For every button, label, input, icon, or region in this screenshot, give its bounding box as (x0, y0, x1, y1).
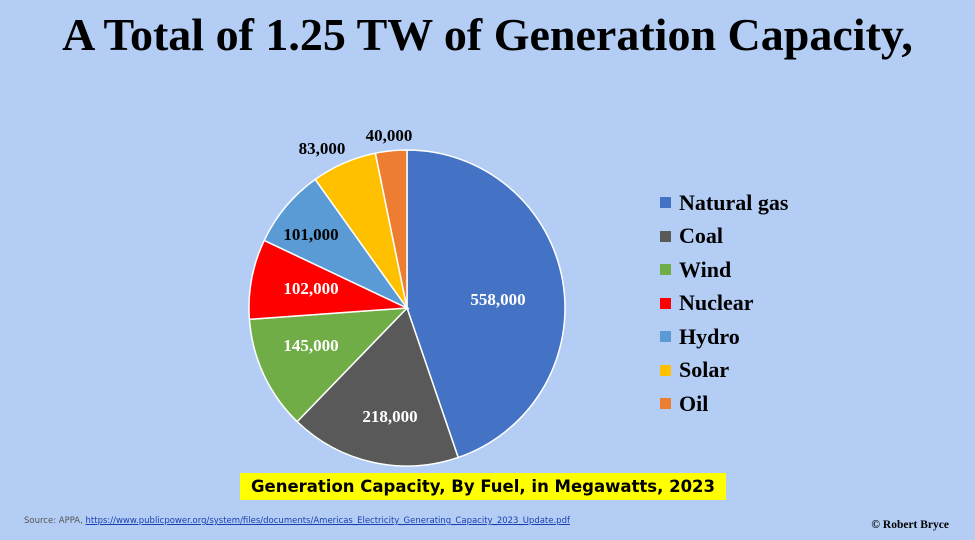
legend-item-wind: Wind (660, 253, 788, 287)
pie-slice-wind (248, 307, 409, 423)
legend-swatch (660, 230, 671, 242)
legend-item-coal: Coal (660, 220, 788, 254)
data-label-nuclear: 102,000 (283, 279, 338, 298)
legend-swatch (660, 331, 671, 343)
data-label-natural-gas: 558,000 (470, 290, 525, 309)
legend-item-hydro: Hydro (660, 320, 788, 354)
legend-label: Natural gas (679, 189, 789, 215)
pie-slice-oil (374, 149, 408, 309)
pie-slice-natural-gas (406, 149, 566, 459)
data-label-solar: 83,000 (299, 139, 346, 158)
legend-label: Nuclear (679, 290, 754, 316)
legend-item-solar: Solar (660, 354, 788, 388)
legend-swatch (660, 264, 671, 276)
source-prefix: Source: APPA, (24, 516, 86, 526)
legend-swatch (660, 364, 671, 376)
data-label-oil: 40,000 (366, 126, 413, 145)
legend-label: Solar (679, 357, 730, 383)
legend-swatch (660, 197, 671, 209)
data-label-wind: 145,000 (283, 336, 338, 355)
legend-label: Hydro (679, 323, 740, 349)
legend-label: Oil (679, 390, 709, 416)
legend-label: Wind (679, 256, 732, 282)
data-label-coal: 218,000 (362, 407, 417, 426)
legend-item-oil: Oil (660, 387, 788, 421)
chart-title: A Total of 1.25 TW of Generation Capacit… (62, 9, 913, 60)
pie-slice-coal (296, 306, 460, 467)
source-note: Source: APPA, https://www.publicpower.or… (24, 516, 570, 526)
legend-item-nuclear: Nuclear (660, 287, 788, 321)
legend-item-natural-gas: Natural gas (660, 186, 788, 220)
data-label-hydro: 101,000 (283, 225, 338, 244)
copyright-credit: © Robert Bryce (871, 519, 949, 531)
chart-subtitle: Generation Capacity, By Fuel, in Megawat… (240, 473, 726, 500)
source-link[interactable]: https://www.publicpower.org/system/files… (85, 516, 570, 526)
legend-swatch (660, 297, 671, 309)
legend-swatch (660, 398, 671, 410)
legend: Natural gas Coal Wind Nuclear Hydro Solar Oil (660, 186, 788, 421)
legend-label: Coal (679, 223, 723, 249)
